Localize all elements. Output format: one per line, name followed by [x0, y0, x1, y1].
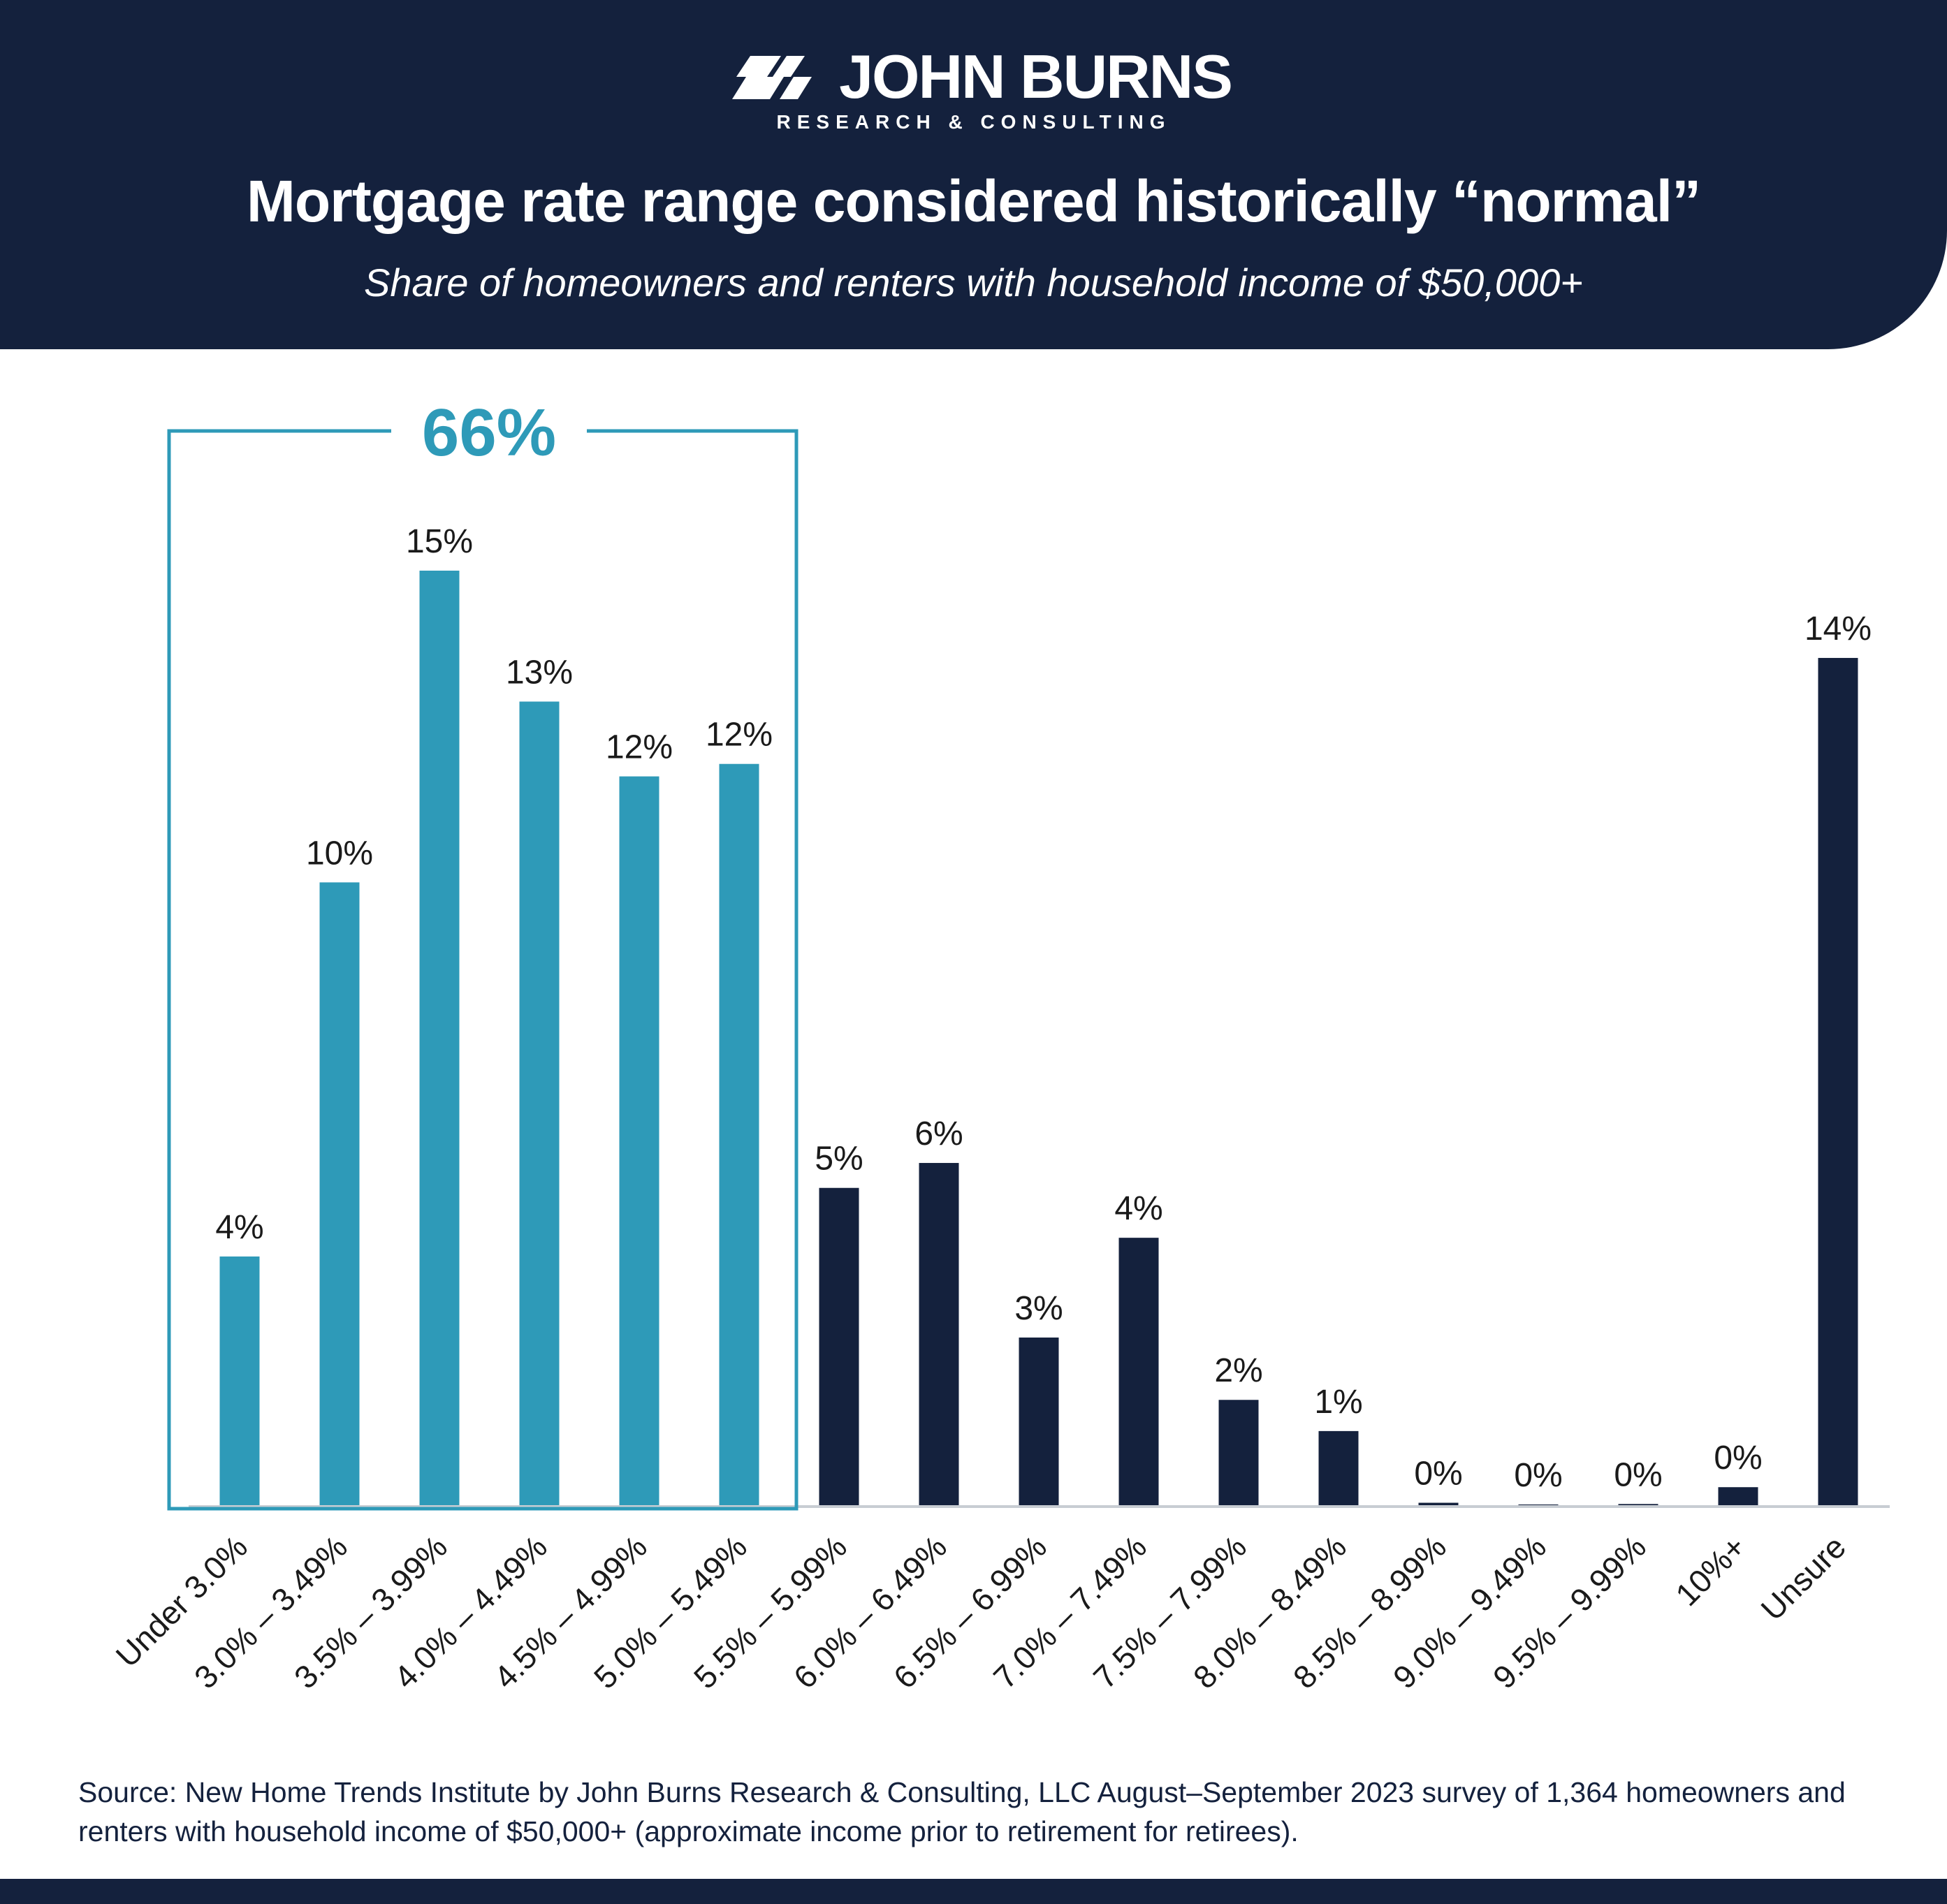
bar-5	[719, 763, 759, 1506]
bar-8	[1019, 1337, 1059, 1506]
data-label-0: 4%	[215, 1209, 263, 1246]
bar-14	[1618, 1504, 1658, 1506]
data-label-10: 2%	[1214, 1352, 1262, 1389]
data-label-13: 0%	[1514, 1457, 1562, 1494]
bar-11	[1318, 1430, 1359, 1506]
bar-12	[1418, 1502, 1459, 1506]
data-label-2: 15%	[406, 523, 473, 560]
data-label-8: 3%	[1014, 1290, 1063, 1327]
data-label-1: 10%	[306, 835, 373, 872]
data-label-11: 1%	[1314, 1384, 1362, 1421]
x-tick-label-15: 10%+	[1668, 1528, 1753, 1613]
x-tick-label-16: Unsure	[1753, 1528, 1853, 1627]
data-label-6: 5%	[815, 1141, 863, 1178]
data-label-7: 6%	[914, 1115, 963, 1152]
data-label-14: 0%	[1614, 1456, 1662, 1493]
data-labels-layer: 4% 10% 15% 13% 12% 12% 5% 6% 3% 4% 2% 1% 0% 0% 0% 0% 14%	[215, 523, 1872, 1494]
bar-0	[219, 1256, 260, 1506]
bar-7	[919, 1163, 959, 1506]
brand-tagline: RESEARCH & CONSULTING	[777, 111, 1172, 133]
source-note: Source: New Home Trends Institute by Joh…	[78, 1776, 1846, 1847]
data-label-3: 13%	[506, 654, 573, 691]
bar-10	[1218, 1400, 1259, 1506]
bar-4	[619, 776, 659, 1506]
chart-subtitle: Share of homeowners and renters with hou…	[364, 261, 1583, 305]
chart-title: Mortgage rate range considered historica…	[246, 168, 1701, 234]
highlight-total-label: 66%	[422, 395, 556, 470]
bar-16	[1818, 657, 1858, 1506]
bar-9	[1118, 1238, 1159, 1506]
x-tick-labels-layer: Under 3.0%3.0% – 3.49%3.5% – 3.99%4.0% –…	[109, 1528, 1853, 1695]
bars-layer	[219, 571, 1858, 1507]
bar-2	[419, 571, 460, 1506]
bar-3	[519, 701, 560, 1507]
brand-logo: JOHN BURNS RESEARCH & CONSULTING	[732, 42, 1233, 133]
data-label-15: 0%	[1714, 1440, 1762, 1477]
data-label-16: 14%	[1804, 610, 1872, 647]
brand-mark-icon	[732, 56, 812, 99]
highlight-bracket	[167, 429, 799, 1511]
brand-name: JOHN BURNS	[839, 42, 1232, 111]
header-banner	[0, 0, 1947, 349]
data-label-4: 12%	[606, 729, 673, 766]
bar-1	[319, 882, 360, 1506]
bar-chart: 66% 4% 10% 15% 13% 12% 12% 5% 6% 3% 4% 2% 1% 0% 0% 0% 0…	[109, 395, 1890, 1696]
bar-15	[1718, 1487, 1758, 1506]
bar-6	[819, 1187, 859, 1506]
footer-bar	[0, 1879, 1947, 1904]
data-label-12: 0%	[1414, 1456, 1462, 1493]
data-label-5: 12%	[706, 717, 773, 754]
highlight-box: 66%	[167, 395, 799, 1511]
data-label-9: 4%	[1114, 1190, 1162, 1227]
